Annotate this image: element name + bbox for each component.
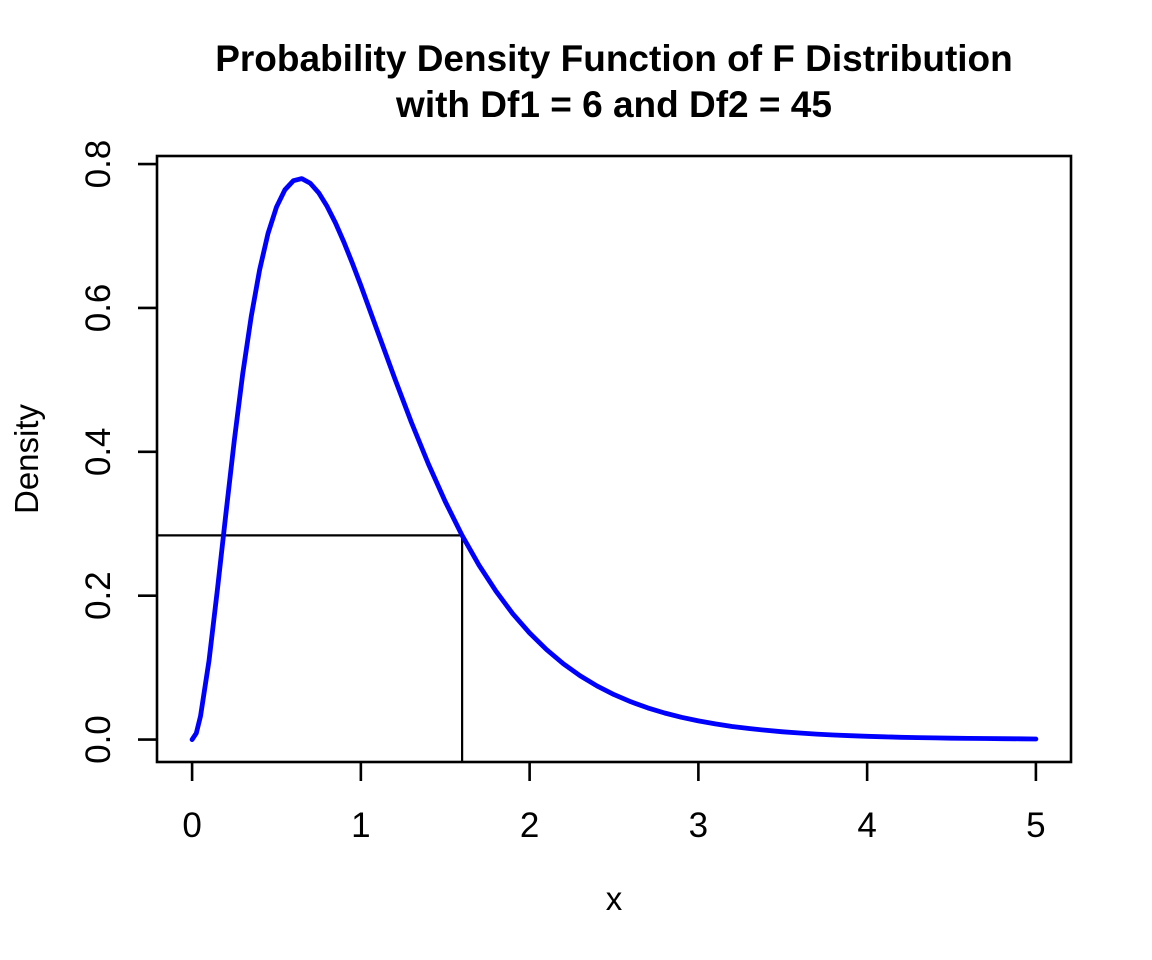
plot-box bbox=[155, 154, 1073, 764]
plot-title: Probability Density Function of F Distri… bbox=[157, 36, 1071, 128]
y-axis-tick-label: 0.0 bbox=[79, 715, 118, 764]
x-axis-tick-label: 5 bbox=[1026, 806, 1045, 845]
x-axis-tick-label: 1 bbox=[351, 806, 370, 845]
x-axis-title: x bbox=[606, 880, 623, 917]
x-axis-tick-label: 3 bbox=[689, 806, 708, 845]
plot-title-line1: Probability Density Function of F Distri… bbox=[215, 38, 1013, 79]
y-axis-tick-label: 0.6 bbox=[79, 284, 118, 333]
y-axis-tick-label: 0.2 bbox=[79, 571, 118, 620]
y-axis-title: Density bbox=[8, 403, 45, 514]
x-axis-tick-label: 4 bbox=[857, 806, 876, 845]
y-axis-tick-label: 0.8 bbox=[79, 140, 118, 189]
density-curve bbox=[189, 176, 1039, 742]
x-axis-tick-label: 0 bbox=[182, 806, 201, 845]
chart-layer: 0 1 2 3 4 5 0.0 0.2 0.4 0.6 0.8 bbox=[79, 140, 1073, 845]
y-axis-tick-label: 0.4 bbox=[79, 427, 118, 476]
x-axis-tick-label: 2 bbox=[520, 806, 539, 845]
plot-title-line2: with Df1 = 6 and Df2 = 45 bbox=[396, 84, 832, 125]
